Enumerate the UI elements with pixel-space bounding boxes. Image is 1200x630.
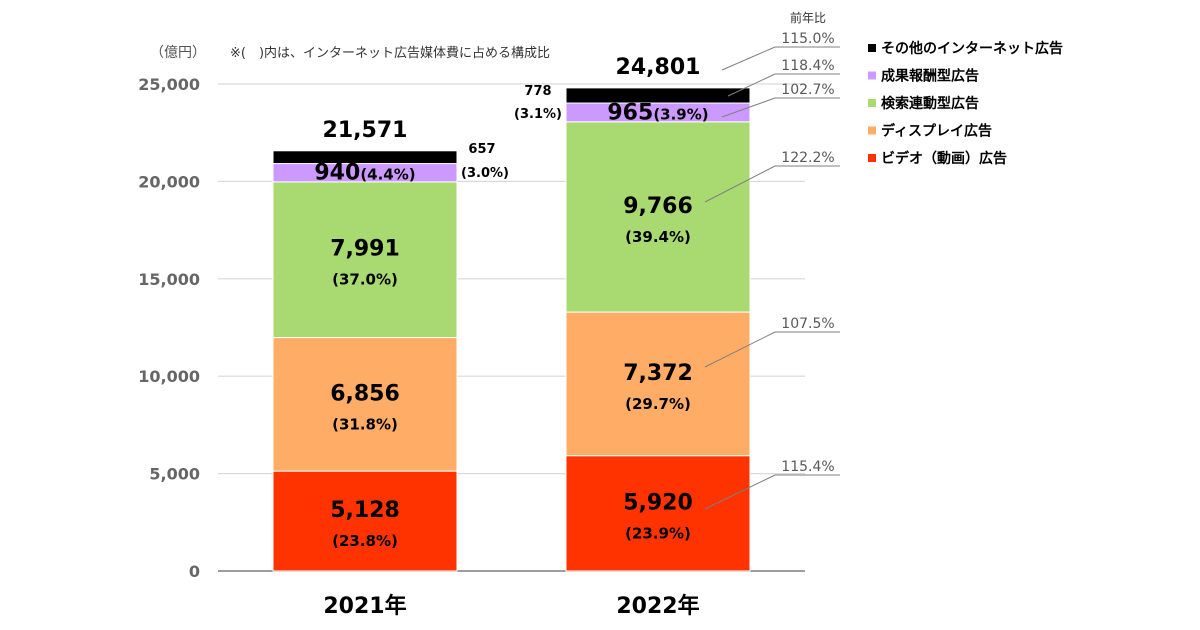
segment-share-text: (4.4%) — [360, 166, 415, 184]
segment-value-label: 778 — [524, 84, 551, 99]
segment-share-label: (39.4%) — [625, 228, 691, 246]
yoy-label: 118.4% — [781, 58, 834, 74]
bar-segment — [272, 150, 458, 165]
segment-share-label: (23.8%) — [332, 532, 398, 550]
value-labels: 21,571 2021年 5,128 (23.8%) 6,856 (31.8%) 7,991… — [314, 55, 708, 619]
y-tick-label: 25,000 — [138, 75, 200, 94]
bar-segment — [565, 311, 751, 457]
yoy-label: 122.2% — [781, 150, 834, 166]
x-category-label: 2021年 — [323, 593, 406, 619]
segment-share-label: (3.0%) — [461, 166, 509, 181]
y-tick-label: 0 — [189, 562, 200, 581]
y-tick-label: 20,000 — [138, 172, 200, 191]
legend-swatch — [868, 44, 876, 52]
yoy-leader-line — [704, 165, 776, 203]
bar-segment — [565, 87, 751, 104]
yoy-label: 107.5% — [781, 316, 834, 332]
bar-segment — [272, 470, 458, 572]
bar-segment — [272, 181, 458, 339]
unit-label: （億円） — [150, 45, 206, 61]
segment-share-label: (29.7%) — [625, 395, 691, 413]
segment-share-label: (37.0%) — [332, 271, 398, 289]
y-tick-label: 10,000 — [138, 367, 200, 386]
segment-value-label: 6,856 — [330, 381, 400, 406]
y-tick-label: 5,000 — [149, 465, 200, 484]
bar-segment — [565, 455, 751, 572]
segment-share-label: (31.8%) — [332, 415, 398, 433]
yoy-leader-line — [704, 474, 776, 510]
legend-swatch — [868, 126, 876, 135]
yoy-leader-line — [727, 73, 776, 97]
segment-value-label: 657 — [468, 142, 495, 157]
bar-segment — [565, 121, 751, 313]
yoy-annotations: 115.0% 118.4% 102.7% 122.2% 107.5% 115.4% — [704, 31, 840, 510]
segment-value-label: 940(4.4%) — [314, 161, 415, 186]
yoy-leader-line — [721, 97, 776, 118]
segment-value-label: 7,372 — [623, 361, 693, 386]
y-tick-label: 15,000 — [138, 270, 200, 289]
yoy-header: 前年比 — [790, 10, 826, 25]
legend-label: 検索連動型広告 — [881, 95, 979, 112]
segment-value-text: 940 — [314, 161, 360, 186]
legend-label: その他のインターネット広告 — [881, 40, 1063, 57]
segment-value-label: 965(3.9%) — [607, 100, 708, 125]
legend-label: ディスプレイ広告 — [881, 123, 992, 140]
legend-swatch — [868, 71, 876, 80]
total-label: 24,801 — [616, 55, 701, 80]
segment-share-label: (3.1%) — [514, 107, 562, 122]
segment-value-label: 5,128 — [330, 498, 400, 523]
legend: その他のインターネット広告成果報酬型広告検索連動型広告ディスプレイ広告ビデオ（動… — [868, 40, 1063, 167]
legend-swatch — [868, 154, 876, 162]
x-category-label: 2022年 — [616, 593, 699, 619]
yoy-leader-line — [704, 331, 776, 368]
segment-share-label: (23.9%) — [625, 524, 691, 542]
yoy-label: 115.4% — [781, 459, 834, 475]
segment-value-label: 9,766 — [623, 194, 693, 219]
segment-value-text: 965 — [607, 100, 653, 125]
yoy-label: 102.7% — [781, 82, 834, 98]
yoy-label: 115.0% — [781, 31, 834, 47]
segment-value-label: 5,920 — [623, 490, 693, 515]
segment-share-text: (3.9%) — [653, 105, 708, 123]
total-label: 21,571 — [323, 118, 408, 143]
legend-swatch — [868, 99, 876, 107]
composition-note: ※( )内は、インターネット広告媒体費に占める構成比 — [230, 45, 550, 61]
bars — [272, 87, 751, 572]
segment-value-label: 7,991 — [330, 237, 400, 262]
legend-label: 成果報酬型広告 — [881, 68, 979, 85]
legend-label: ビデオ（動画）広告 — [881, 150, 1007, 167]
yoy-leader-line — [721, 46, 776, 71]
